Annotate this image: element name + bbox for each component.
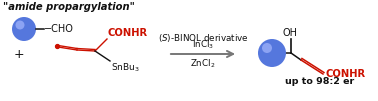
Circle shape	[262, 43, 272, 53]
Circle shape	[15, 21, 25, 29]
Text: "amide propargylation": "amide propargylation"	[3, 2, 135, 12]
Text: ZnCl$_2$: ZnCl$_2$	[190, 57, 216, 69]
Text: CONHR: CONHR	[108, 28, 148, 38]
Text: CONHR: CONHR	[325, 69, 365, 79]
Text: OH: OH	[282, 28, 297, 38]
Text: −CHO: −CHO	[44, 24, 74, 34]
Text: up to 98:2 er: up to 98:2 er	[285, 77, 355, 86]
Circle shape	[258, 39, 286, 67]
Text: ($S$)-BINOL derivative: ($S$)-BINOL derivative	[158, 32, 248, 44]
Text: InCl$_3$: InCl$_3$	[192, 38, 214, 51]
Circle shape	[12, 17, 36, 41]
Text: SnBu$_3$: SnBu$_3$	[111, 62, 140, 75]
Text: +: +	[14, 47, 24, 60]
